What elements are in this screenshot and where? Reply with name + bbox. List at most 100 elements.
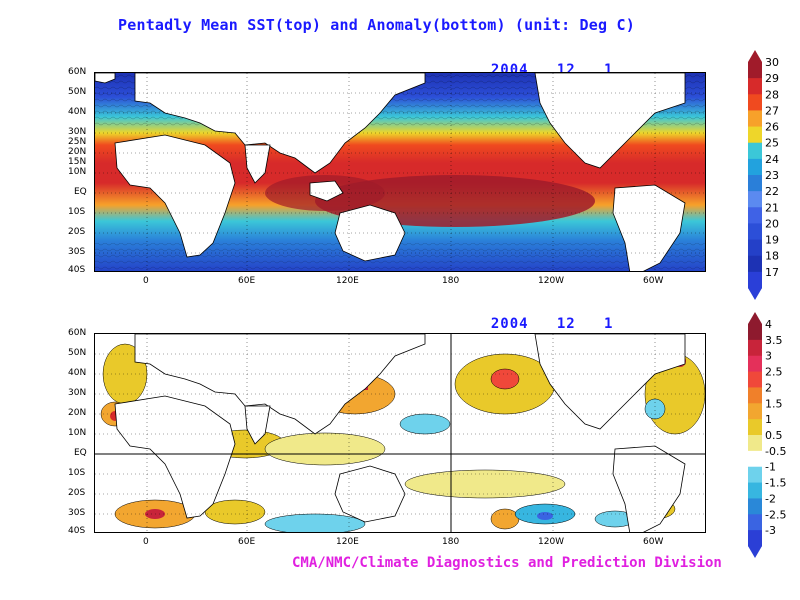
bottom-lat-label: 20N (68, 408, 87, 418)
bottom-date-day: 1 (604, 316, 614, 332)
colorbar-swatch (748, 403, 762, 420)
colorbar-swatch (748, 355, 762, 373)
bottom-lat-label: 50N (68, 348, 87, 358)
colorbar-swatch (748, 223, 762, 241)
land-greenland (95, 73, 116, 84)
colorbar-swatch (748, 435, 762, 452)
colorbar-label: 21 (765, 201, 779, 214)
bottom-lat-label: 40N (68, 368, 87, 378)
colorbar-swatch (748, 371, 762, 388)
bottom-lat-label: EQ (74, 448, 87, 458)
colorbar-label: 18 (765, 250, 779, 263)
colorbar-swatch (748, 271, 762, 289)
colorbar-swatch (748, 255, 762, 273)
top-lat-label: 30S (68, 247, 86, 257)
land-south-america (612, 445, 686, 532)
top-lat-label: 10N (68, 167, 87, 177)
figure-title: Pentadly Mean SST(top) and Anomaly(botto… (118, 16, 635, 34)
top-date-day: 1 (604, 62, 614, 78)
sst-map-canvas (95, 73, 705, 271)
colorbar-label: -1 (765, 461, 776, 474)
colorbar-swatch (748, 482, 762, 499)
colorbar-label: 0.5 (765, 429, 783, 442)
top-lat-label: 20S (68, 227, 86, 237)
land-south-america (612, 184, 686, 271)
colorbar-top-arrow (748, 50, 762, 62)
colorbar-label: -0.5 (765, 445, 786, 458)
land-north-america (534, 334, 686, 430)
bottom-date-month: 12 (556, 316, 576, 332)
top-lat-label: 30N (68, 127, 87, 137)
colorbar-swatch (748, 142, 762, 160)
land-africa (114, 395, 236, 519)
colorbar-swatch (748, 419, 762, 436)
bottom-lon-label: 180 (442, 537, 460, 547)
sst-grid (95, 73, 705, 271)
colorbar-label: -2 (765, 492, 776, 505)
bottom-date-year: 2004 (490, 316, 529, 332)
bottom-date: 2004 12 1 (472, 300, 613, 332)
top-lon-label: 60W (643, 276, 664, 286)
bottom-lon-label: 0 (143, 537, 149, 547)
top-lat-label: 10S (68, 207, 86, 217)
colorbar-swatch (748, 175, 762, 192)
top-lat-label: 25N (68, 137, 87, 147)
colorbar-swatch (748, 324, 762, 341)
sst-map (94, 72, 706, 272)
colorbar-label: 24 (765, 153, 779, 166)
colorbar-label: 1.5 (765, 397, 783, 410)
colorbar-label: 2 (765, 381, 772, 394)
bottom-lon-label: 60W (643, 537, 664, 547)
colorbar-label: 30 (765, 56, 779, 69)
bottom-lon-label: 120W (538, 537, 565, 547)
bottom-lat-label: 10S (68, 468, 86, 478)
anomaly-map-canvas (95, 334, 705, 532)
top-lat-label: 15N (68, 157, 87, 167)
colorbar-label: 22 (765, 185, 779, 198)
bottom-lat-label: 30N (68, 388, 87, 398)
colorbar-label: 3.5 (765, 334, 783, 347)
top-lat-label: EQ (74, 187, 87, 197)
colorbar-swatch (748, 207, 762, 224)
colorbar-swatch (748, 450, 762, 468)
colorbar-swatch (748, 339, 762, 357)
colorbar-label: 19 (765, 234, 779, 247)
land-indonesia (309, 180, 344, 202)
colorbar-label: 23 (765, 169, 779, 182)
land-masses (95, 73, 686, 271)
top-lon-label: 0 (143, 276, 149, 286)
colorbar-swatch (748, 191, 762, 208)
colorbar-swatch (748, 387, 762, 404)
colorbar-swatch (748, 530, 762, 547)
colorbar-label: -3 (765, 524, 776, 537)
top-lat-label: 60N (68, 67, 87, 77)
colorbar-swatch (748, 110, 762, 128)
top-lat-label: 40N (68, 107, 87, 117)
land-australia (334, 204, 406, 262)
bottom-lat-label: 10N (68, 428, 87, 438)
colorbar-label: 17 (765, 266, 779, 279)
anomaly-colorbar: 4 3.5 3 2.5 2 1.5 1 0.5 -0.5 -1 -1.5 -2 -2.5 -3 (748, 312, 786, 558)
bottom-lat-label: 20S (68, 488, 86, 498)
anomaly-grid (95, 334, 705, 532)
bottom-lon-label: 60E (238, 537, 256, 547)
colorbar-label: 27 (765, 104, 779, 117)
land-india (244, 144, 271, 184)
colorbar-swatch (748, 158, 762, 176)
colorbar-label: 20 (765, 217, 779, 230)
colorbar-label: 3 (765, 350, 772, 363)
land-masses-anomaly (114, 334, 686, 532)
colorbar-bottom-arrow (748, 288, 762, 300)
colorbar-label: -2.5 (765, 508, 786, 521)
top-lon-label: 60E (238, 276, 256, 286)
colorbar-label: 28 (765, 88, 779, 101)
credit-line: CMA/NMC/Climate Diagnostics and Predicti… (292, 555, 722, 571)
colorbar-label: 2.5 (765, 366, 783, 379)
colorbar-label: -1.5 (765, 477, 786, 490)
colorbar-swatch (748, 466, 762, 484)
bottom-lon-label: 120E (336, 537, 359, 547)
land-africa (114, 134, 236, 258)
anomaly-map (94, 333, 706, 533)
colorbar-label: 4 (765, 318, 772, 331)
bottom-lat-label: 30S (68, 508, 86, 518)
